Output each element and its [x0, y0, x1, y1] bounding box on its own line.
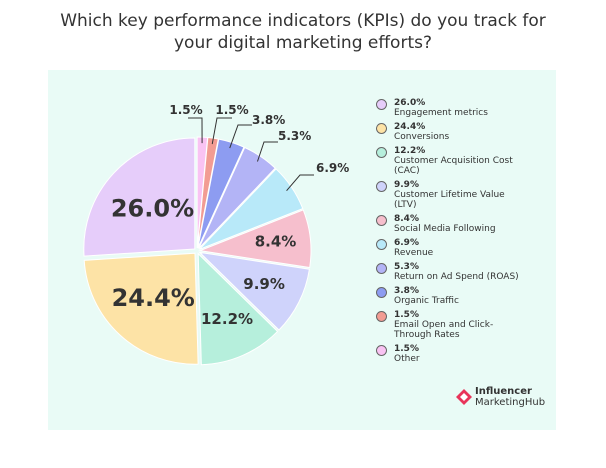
legend-label-6: Revenue — [394, 248, 434, 258]
brand-mark-icon — [456, 389, 472, 405]
legend-item-7: 5.3% Return on Ad Spend (ROAS) — [374, 262, 524, 282]
legend-label-4: Customer Lifetime Value (LTV) — [394, 190, 505, 210]
leader-line-7 — [257, 141, 278, 162]
legend-item-4: 9.9% Customer Lifetime Value (LTV) — [374, 180, 524, 210]
legend-item-2: 24.4% Conversions — [374, 122, 524, 142]
legend-label-3: Customer Acquisition Cost (CAC) — [394, 156, 513, 176]
legend-label-7: Return on Ad Spend (ROAS) — [394, 272, 519, 282]
legend-value-3: 12.2% — [394, 146, 426, 156]
data-label-2: 24.4% — [112, 284, 195, 312]
leader-line-10 — [188, 117, 203, 144]
legend-label-9: Email Open and Click-Through Rates — [394, 320, 494, 340]
pie-slice-4 — [198, 251, 310, 331]
legend-swatch-5 — [376, 215, 387, 226]
chart-legend: 26.0% Engagement metrics 24.4% Conversions 1… — [374, 98, 524, 368]
leader-line-6 — [286, 174, 314, 191]
brand-name-line-2: MarketingHub — [475, 397, 546, 408]
legend-swatch-6 — [376, 239, 387, 250]
brand-name-line-1: Influencer — [475, 386, 532, 397]
legend-value-2: 24.4% — [394, 122, 426, 132]
legend-swatch-8 — [376, 287, 387, 298]
pie-slice-6 — [199, 168, 304, 250]
data-label-10: 1.5% — [169, 103, 202, 117]
legend-swatch-4 — [376, 181, 387, 192]
pie-slice-7 — [198, 146, 276, 249]
legend-value-4: 9.9% — [394, 180, 419, 190]
legend-swatch-1 — [376, 99, 387, 110]
legend-value-6: 6.9% — [394, 238, 419, 248]
legend-swatch-7 — [376, 263, 387, 274]
legend-value-5: 8.4% — [394, 214, 419, 224]
legend-item-8: 3.8% Organic Traffic — [374, 286, 524, 306]
legend-item-6: 6.9% Revenue — [374, 238, 524, 258]
legend-label-1: Engagement metrics — [394, 108, 488, 118]
legend-value-9: 1.5% — [394, 310, 419, 320]
pie-slice-5 — [198, 209, 312, 269]
legend-value-7: 5.3% — [394, 262, 419, 272]
legend-swatch-3 — [376, 147, 387, 158]
leader-line-8 — [229, 124, 252, 149]
legend-swatch-9 — [376, 311, 387, 322]
data-label-8: 3.8% — [252, 113, 285, 127]
legend-label-2: Conversions — [394, 132, 450, 142]
data-label-3: 12.2% — [201, 310, 253, 328]
legend-value-1: 26.0% — [394, 98, 426, 108]
data-label-9: 1.5% — [215, 103, 248, 117]
leader-line-9 — [211, 117, 232, 145]
legend-item-9: 1.5% Email Open and Click-Through Rates — [374, 310, 524, 340]
legend-value-10: 1.5% — [394, 344, 419, 354]
data-label-7: 5.3% — [278, 129, 311, 143]
legend-item-5: 8.4% Social Media Following — [374, 214, 524, 234]
brand-logo: Influencer MarketingHub — [456, 386, 566, 412]
legend-swatch-10 — [376, 345, 387, 356]
data-label-4: 9.9% — [243, 275, 285, 293]
legend-item-3: 12.2% Customer Acquisition Cost (CAC) — [374, 146, 524, 176]
chart-title-line-1: Which key performance indicators (KPIs) … — [60, 11, 546, 31]
legend-item-10: 1.5% Other — [374, 344, 524, 364]
legend-label-5: Social Media Following — [394, 224, 496, 234]
data-label-1: 26.0% — [111, 194, 194, 222]
data-label-5: 8.4% — [255, 233, 297, 251]
legend-label-10: Other — [394, 354, 420, 364]
legend-item-1: 26.0% Engagement metrics — [374, 98, 524, 118]
pie-slice-3 — [197, 252, 279, 366]
data-label-6: 6.9% — [316, 161, 349, 175]
legend-label-8: Organic Traffic — [394, 296, 459, 306]
chart-title: Which key performance indicators (KPIs) … — [40, 10, 566, 54]
legend-value-8: 3.8% — [394, 286, 419, 296]
pie-slice-1 — [83, 137, 196, 257]
chart-title-line-2: your digital marketing efforts? — [174, 33, 432, 53]
pie-slice-2 — [83, 252, 199, 365]
legend-swatch-2 — [376, 123, 387, 134]
